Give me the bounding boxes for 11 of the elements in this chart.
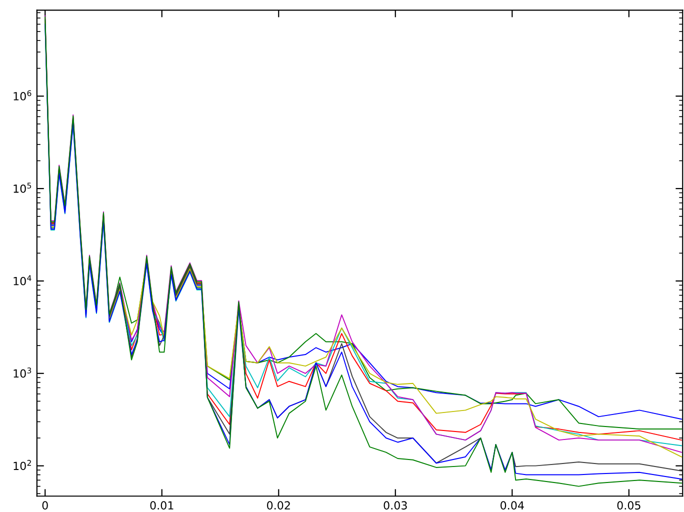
y-tick-label: 10$^{5}$ <box>14 182 32 193</box>
y-tick-label: 10$^{6}$ <box>14 90 32 100</box>
x-tick-label: 0.03 <box>384 501 407 510</box>
x-tick-label: 0.05 <box>617 501 640 510</box>
x-tick-label: 0.02 <box>266 501 290 510</box>
y-tick-label: 10$^{2}$ <box>14 460 31 470</box>
x-tick-label: 0.01 <box>150 501 174 510</box>
y-tick-label: 10$^{3}$ <box>14 368 32 378</box>
x-tick-label: 0 <box>42 501 48 510</box>
y-tick-label: 10$^{4}$ <box>14 275 32 286</box>
x-tick-label: 0.04 <box>500 501 524 510</box>
